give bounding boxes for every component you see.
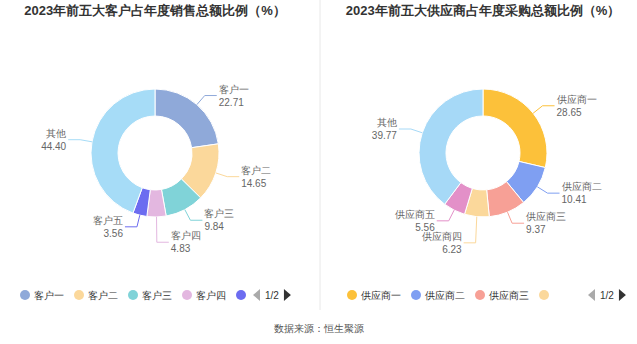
label-value: 3.56 <box>103 228 123 239</box>
label-value: 10.41 <box>562 194 587 205</box>
legend-pager: 1/2 <box>265 290 279 301</box>
legend-marker[interactable] <box>411 290 421 300</box>
legend-next[interactable] <box>619 289 626 301</box>
leader-line <box>197 96 217 105</box>
legend-marker[interactable] <box>475 290 485 300</box>
label-name: 客户一 <box>219 84 249 95</box>
donut <box>419 89 547 217</box>
legend-next[interactable] <box>284 289 291 301</box>
leader-line <box>68 140 92 142</box>
legend-marker[interactable] <box>182 290 192 300</box>
legend-label[interactable]: 供应商一 <box>361 290 401 301</box>
label-name: 客户二 <box>241 165 271 176</box>
label-name: 其他 <box>46 128 66 139</box>
legend-marker[interactable] <box>347 290 357 300</box>
label-name: 供应商一 <box>557 94 597 105</box>
label-name: 客户五 <box>93 215 123 226</box>
leader-line <box>507 212 524 223</box>
chart-title: 2023年前五大客户占年度销售总额比例（%） <box>5 3 305 19</box>
label-name: 客户三 <box>204 208 234 219</box>
donut-slice[interactable] <box>91 89 155 213</box>
label-name: 供应商三 <box>526 211 566 222</box>
donut <box>91 89 219 217</box>
leader-line <box>157 217 169 242</box>
legend-marker[interactable] <box>236 290 246 300</box>
label-value: 4.83 <box>171 243 191 254</box>
legend: 客户一 客户二 客户三 客户四 1/2 <box>20 289 291 301</box>
label-value: 9.37 <box>526 224 546 235</box>
label-name: 客户四 <box>171 230 201 241</box>
label-value: 9.84 <box>204 221 224 232</box>
label-value: 5.56 <box>415 222 435 233</box>
legend-prev[interactable] <box>588 289 595 301</box>
legend-marker[interactable] <box>539 290 549 300</box>
legend-pager: 1/2 <box>600 290 614 301</box>
label-value: 28.65 <box>557 107 582 118</box>
leader-line <box>185 210 203 221</box>
legend-label[interactable]: 客户四 <box>196 290 226 301</box>
legend: 供应商一 供应商二 供应商三 1/2 <box>347 289 626 301</box>
legend-marker[interactable] <box>74 290 84 300</box>
leader-line <box>125 215 140 227</box>
legend-label[interactable]: 供应商三 <box>489 290 529 301</box>
legend-label[interactable]: 客户一 <box>34 290 64 301</box>
divider <box>320 0 321 310</box>
legend-prev[interactable] <box>253 289 260 301</box>
donut-slice[interactable] <box>155 89 218 148</box>
label-name: 供应商五 <box>395 209 435 220</box>
legend-label[interactable]: 客户三 <box>142 290 172 301</box>
donut-slice[interactable] <box>419 89 483 204</box>
label-value: 44.40 <box>41 141 66 152</box>
donut-slice[interactable] <box>161 179 200 216</box>
label-value: 6.23 <box>442 244 462 255</box>
legend-marker[interactable] <box>128 290 138 300</box>
source-note: 数据来源：恒生聚源 <box>0 322 637 336</box>
chart-canvas: 客户一22.71客户二14.65客户三9.84客户四4.83客户五3.56其他4… <box>0 0 637 344</box>
legend-label[interactable]: 客户二 <box>88 290 118 301</box>
legend-marker[interactable] <box>20 290 30 300</box>
label-name: 供应商二 <box>562 181 602 192</box>
leader-line <box>216 173 239 177</box>
donut-slice[interactable] <box>483 89 547 168</box>
legend-label[interactable]: 供应商二 <box>425 290 465 301</box>
data-labels: 供应商一28.65供应商二10.41供应商三9.37供应商四6.23供应商五5.… <box>372 94 602 255</box>
label-name: 其他 <box>377 117 397 128</box>
label-value: 14.65 <box>241 178 266 189</box>
label-value: 39.77 <box>372 130 397 141</box>
leader-line <box>464 217 477 243</box>
data-labels: 客户一 22.71 客户二 14.65 客户三 9.84客户四 4.83 客户五 3.56 其他 4… <box>41 84 271 255</box>
leader-line <box>399 129 422 133</box>
leader-line <box>437 210 454 221</box>
leader-line <box>537 187 559 193</box>
donut-slice[interactable] <box>487 182 524 217</box>
chart-title: 2023年前五大供应商占年度采购总额比例（%） <box>333 3 633 19</box>
leader-line <box>533 106 554 113</box>
label-value: 22.71 <box>219 97 244 108</box>
